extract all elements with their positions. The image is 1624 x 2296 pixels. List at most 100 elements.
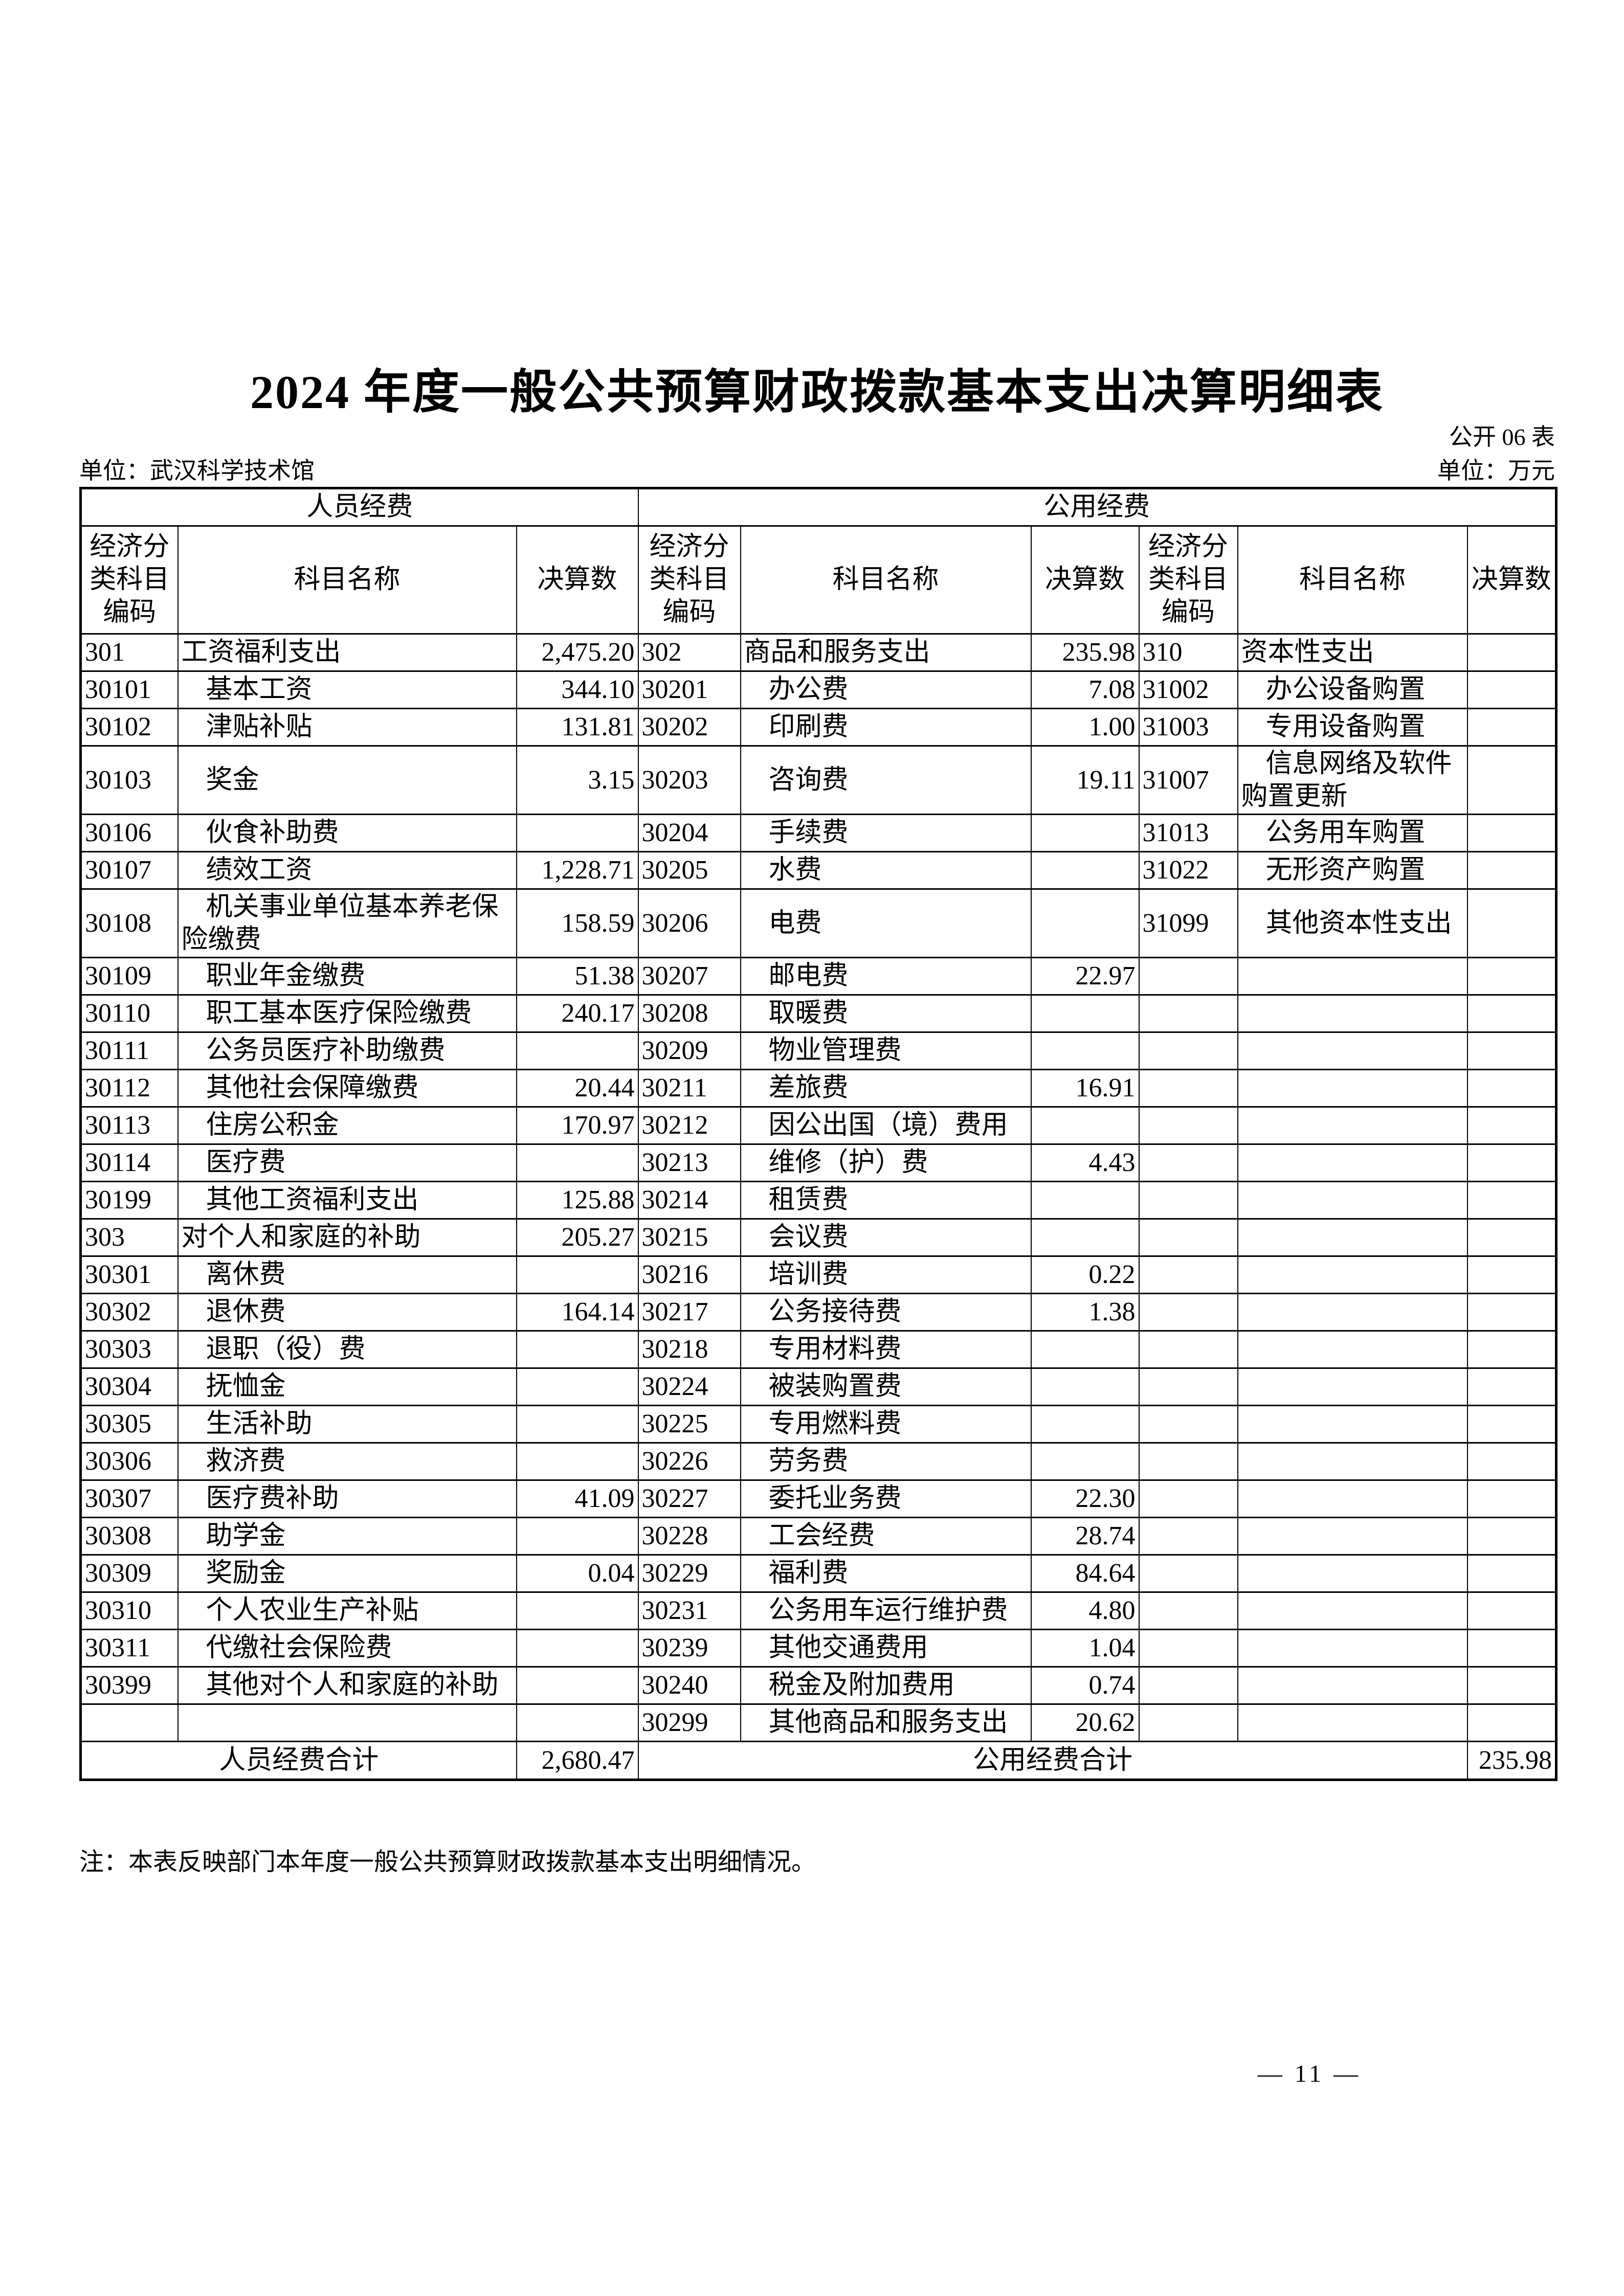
table-note: 注：本表反映部门本年度一般公共预算财政拨款基本支出明细情况。 bbox=[79, 1849, 816, 1876]
subject-name-cell bbox=[1237, 1031, 1468, 1070]
value-cell: 19.11 bbox=[1030, 745, 1140, 815]
code-cell bbox=[1138, 1330, 1238, 1369]
subject-name-cell: 奖励金 bbox=[177, 1554, 517, 1593]
subject-name-cell: 住房公积金 bbox=[177, 1106, 517, 1145]
value-cell: 170.97 bbox=[516, 1106, 639, 1145]
code-cell: 30226 bbox=[637, 1442, 741, 1481]
subject-name-cell: 代缴社会保险费 bbox=[177, 1629, 517, 1668]
code-cell bbox=[1138, 1405, 1238, 1444]
code-cell bbox=[1138, 1703, 1238, 1742]
value-cell: 131.81 bbox=[516, 708, 639, 747]
subject-name-cell: 助学金 bbox=[177, 1517, 517, 1556]
code-cell: 30229 bbox=[637, 1554, 741, 1593]
code-cell: 30212 bbox=[637, 1106, 741, 1145]
table-row: 30309 奖励金 0.04 30229 福利费 84.64 bbox=[80, 1554, 1557, 1593]
page-title: 2024 年度一般公共预算财政拨款基本支出决算明细表 bbox=[250, 366, 1384, 418]
column-header-name-2: 科目名称 bbox=[740, 525, 1032, 635]
subject-name-cell: 机关事业单位基本养老保险缴费 bbox=[177, 888, 517, 958]
value-cell bbox=[1466, 814, 1557, 852]
subject-name-cell bbox=[1237, 957, 1468, 996]
value-cell bbox=[516, 1255, 639, 1294]
code-cell: 30231 bbox=[637, 1591, 741, 1630]
code-cell: 30218 bbox=[637, 1330, 741, 1369]
unit-name-label: 单位：武汉科学技术馆 bbox=[79, 458, 315, 484]
code-cell: 30306 bbox=[80, 1442, 179, 1481]
value-cell: 3.15 bbox=[516, 745, 639, 815]
value-cell bbox=[1030, 1442, 1140, 1481]
table-row: 30111 公务员医疗补助缴费 30209 物业管理费 bbox=[80, 1031, 1557, 1070]
subject-name-cell: 水费 bbox=[740, 851, 1032, 890]
code-cell bbox=[1138, 1181, 1238, 1220]
subject-name-cell: 因公出国（境）费用 bbox=[740, 1106, 1032, 1145]
value-cell bbox=[1466, 888, 1557, 958]
table-row: 30113 住房公积金 170.97 30212 因公出国（境）费用 bbox=[80, 1106, 1557, 1145]
code-cell: 30228 bbox=[637, 1517, 741, 1556]
code-cell bbox=[1138, 994, 1238, 1033]
value-cell bbox=[1466, 1031, 1557, 1070]
value-cell: 20.44 bbox=[516, 1069, 639, 1108]
table-row: 30107 绩效工资 1,228.71 30205 水费 31022 无形资产购置 bbox=[80, 851, 1557, 890]
subject-name-cell: 救济费 bbox=[177, 1442, 517, 1481]
value-cell bbox=[516, 1666, 639, 1705]
subject-name-cell: 伙食补助费 bbox=[177, 814, 517, 852]
subject-name-cell: 其他对个人和家庭的补助 bbox=[177, 1666, 517, 1705]
subject-name-cell: 公务用车购置 bbox=[1237, 814, 1468, 852]
subject-name-cell bbox=[1237, 1218, 1468, 1257]
code-cell bbox=[1138, 1479, 1238, 1518]
table-row: 30306 救济费 30226 劳务费 bbox=[80, 1442, 1557, 1481]
value-cell: 22.97 bbox=[1030, 957, 1140, 996]
value-cell bbox=[1466, 1703, 1557, 1742]
value-cell bbox=[1030, 851, 1140, 890]
table-row: 30101 基本工资 344.10 30201 办公费 7.08 31002 办公设备购置 bbox=[80, 670, 1557, 709]
column-header-name-1: 科目名称 bbox=[177, 525, 517, 635]
subject-name-cell: 税金及附加费用 bbox=[740, 1666, 1032, 1705]
column-header-code-2: 经济分类科目编码 bbox=[637, 525, 741, 635]
subject-name-cell bbox=[1237, 1703, 1468, 1742]
code-cell: 30107 bbox=[80, 851, 179, 890]
subject-name-cell: 公务接待费 bbox=[740, 1293, 1032, 1332]
code-cell: 310 bbox=[1138, 633, 1238, 672]
code-cell: 30311 bbox=[80, 1629, 179, 1668]
value-cell: 164.14 bbox=[516, 1293, 639, 1332]
table-row: 30310 个人农业生产补贴 30231 公务用车运行维护费 4.80 bbox=[80, 1591, 1557, 1630]
value-cell bbox=[1466, 1255, 1557, 1294]
subject-name-cell: 被装购置费 bbox=[740, 1367, 1032, 1406]
value-cell bbox=[1030, 1181, 1140, 1220]
code-cell: 30309 bbox=[80, 1554, 179, 1593]
value-cell: 0.22 bbox=[1030, 1255, 1140, 1294]
code-cell bbox=[1138, 1143, 1238, 1182]
subject-name-cell: 办公设备购置 bbox=[1237, 670, 1468, 709]
column-header-name-3: 科目名称 bbox=[1237, 525, 1468, 635]
value-cell bbox=[1466, 994, 1557, 1033]
section-personnel-header: 人员经费 bbox=[80, 487, 639, 527]
code-cell bbox=[1138, 1591, 1238, 1630]
value-cell bbox=[516, 1517, 639, 1556]
value-cell bbox=[1030, 1031, 1140, 1070]
code-cell: 30299 bbox=[637, 1703, 741, 1742]
table-row: 30304 抚恤金 30224 被装购置费 bbox=[80, 1367, 1557, 1406]
table-row: 30399 其他对个人和家庭的补助 30240 税金及附加费用 0.74 bbox=[80, 1666, 1557, 1705]
value-cell bbox=[1466, 1629, 1557, 1668]
column-header-row: 经济分类科目编码 科目名称 决算数 经济分类科目编码 科目名称 决算数 经济分类… bbox=[80, 525, 1557, 635]
subject-name-cell: 无形资产购置 bbox=[1237, 851, 1468, 890]
table-row: 30307 医疗费补助 41.09 30227 委托业务费 22.30 bbox=[80, 1479, 1557, 1518]
code-cell: 30302 bbox=[80, 1293, 179, 1332]
value-cell: 22.30 bbox=[1030, 1479, 1140, 1518]
code-cell: 30224 bbox=[637, 1367, 741, 1406]
subject-name-cell: 其他工资福利支出 bbox=[177, 1181, 517, 1220]
code-cell bbox=[1138, 1031, 1238, 1070]
subject-name-cell: 培训费 bbox=[740, 1255, 1032, 1294]
subject-name-cell bbox=[1237, 1367, 1468, 1406]
subject-name-cell: 抚恤金 bbox=[177, 1367, 517, 1406]
subject-name-cell: 职业年金缴费 bbox=[177, 957, 517, 996]
value-cell: 0.04 bbox=[516, 1554, 639, 1593]
value-cell bbox=[1466, 1181, 1557, 1220]
subject-name-cell: 物业管理费 bbox=[740, 1031, 1032, 1070]
value-cell: 28.74 bbox=[1030, 1517, 1140, 1556]
code-cell: 30301 bbox=[80, 1255, 179, 1294]
value-cell: 16.91 bbox=[1030, 1069, 1140, 1108]
value-cell bbox=[1466, 1591, 1557, 1630]
value-cell bbox=[1030, 814, 1140, 852]
subject-name-cell: 专用设备购置 bbox=[1237, 708, 1468, 747]
